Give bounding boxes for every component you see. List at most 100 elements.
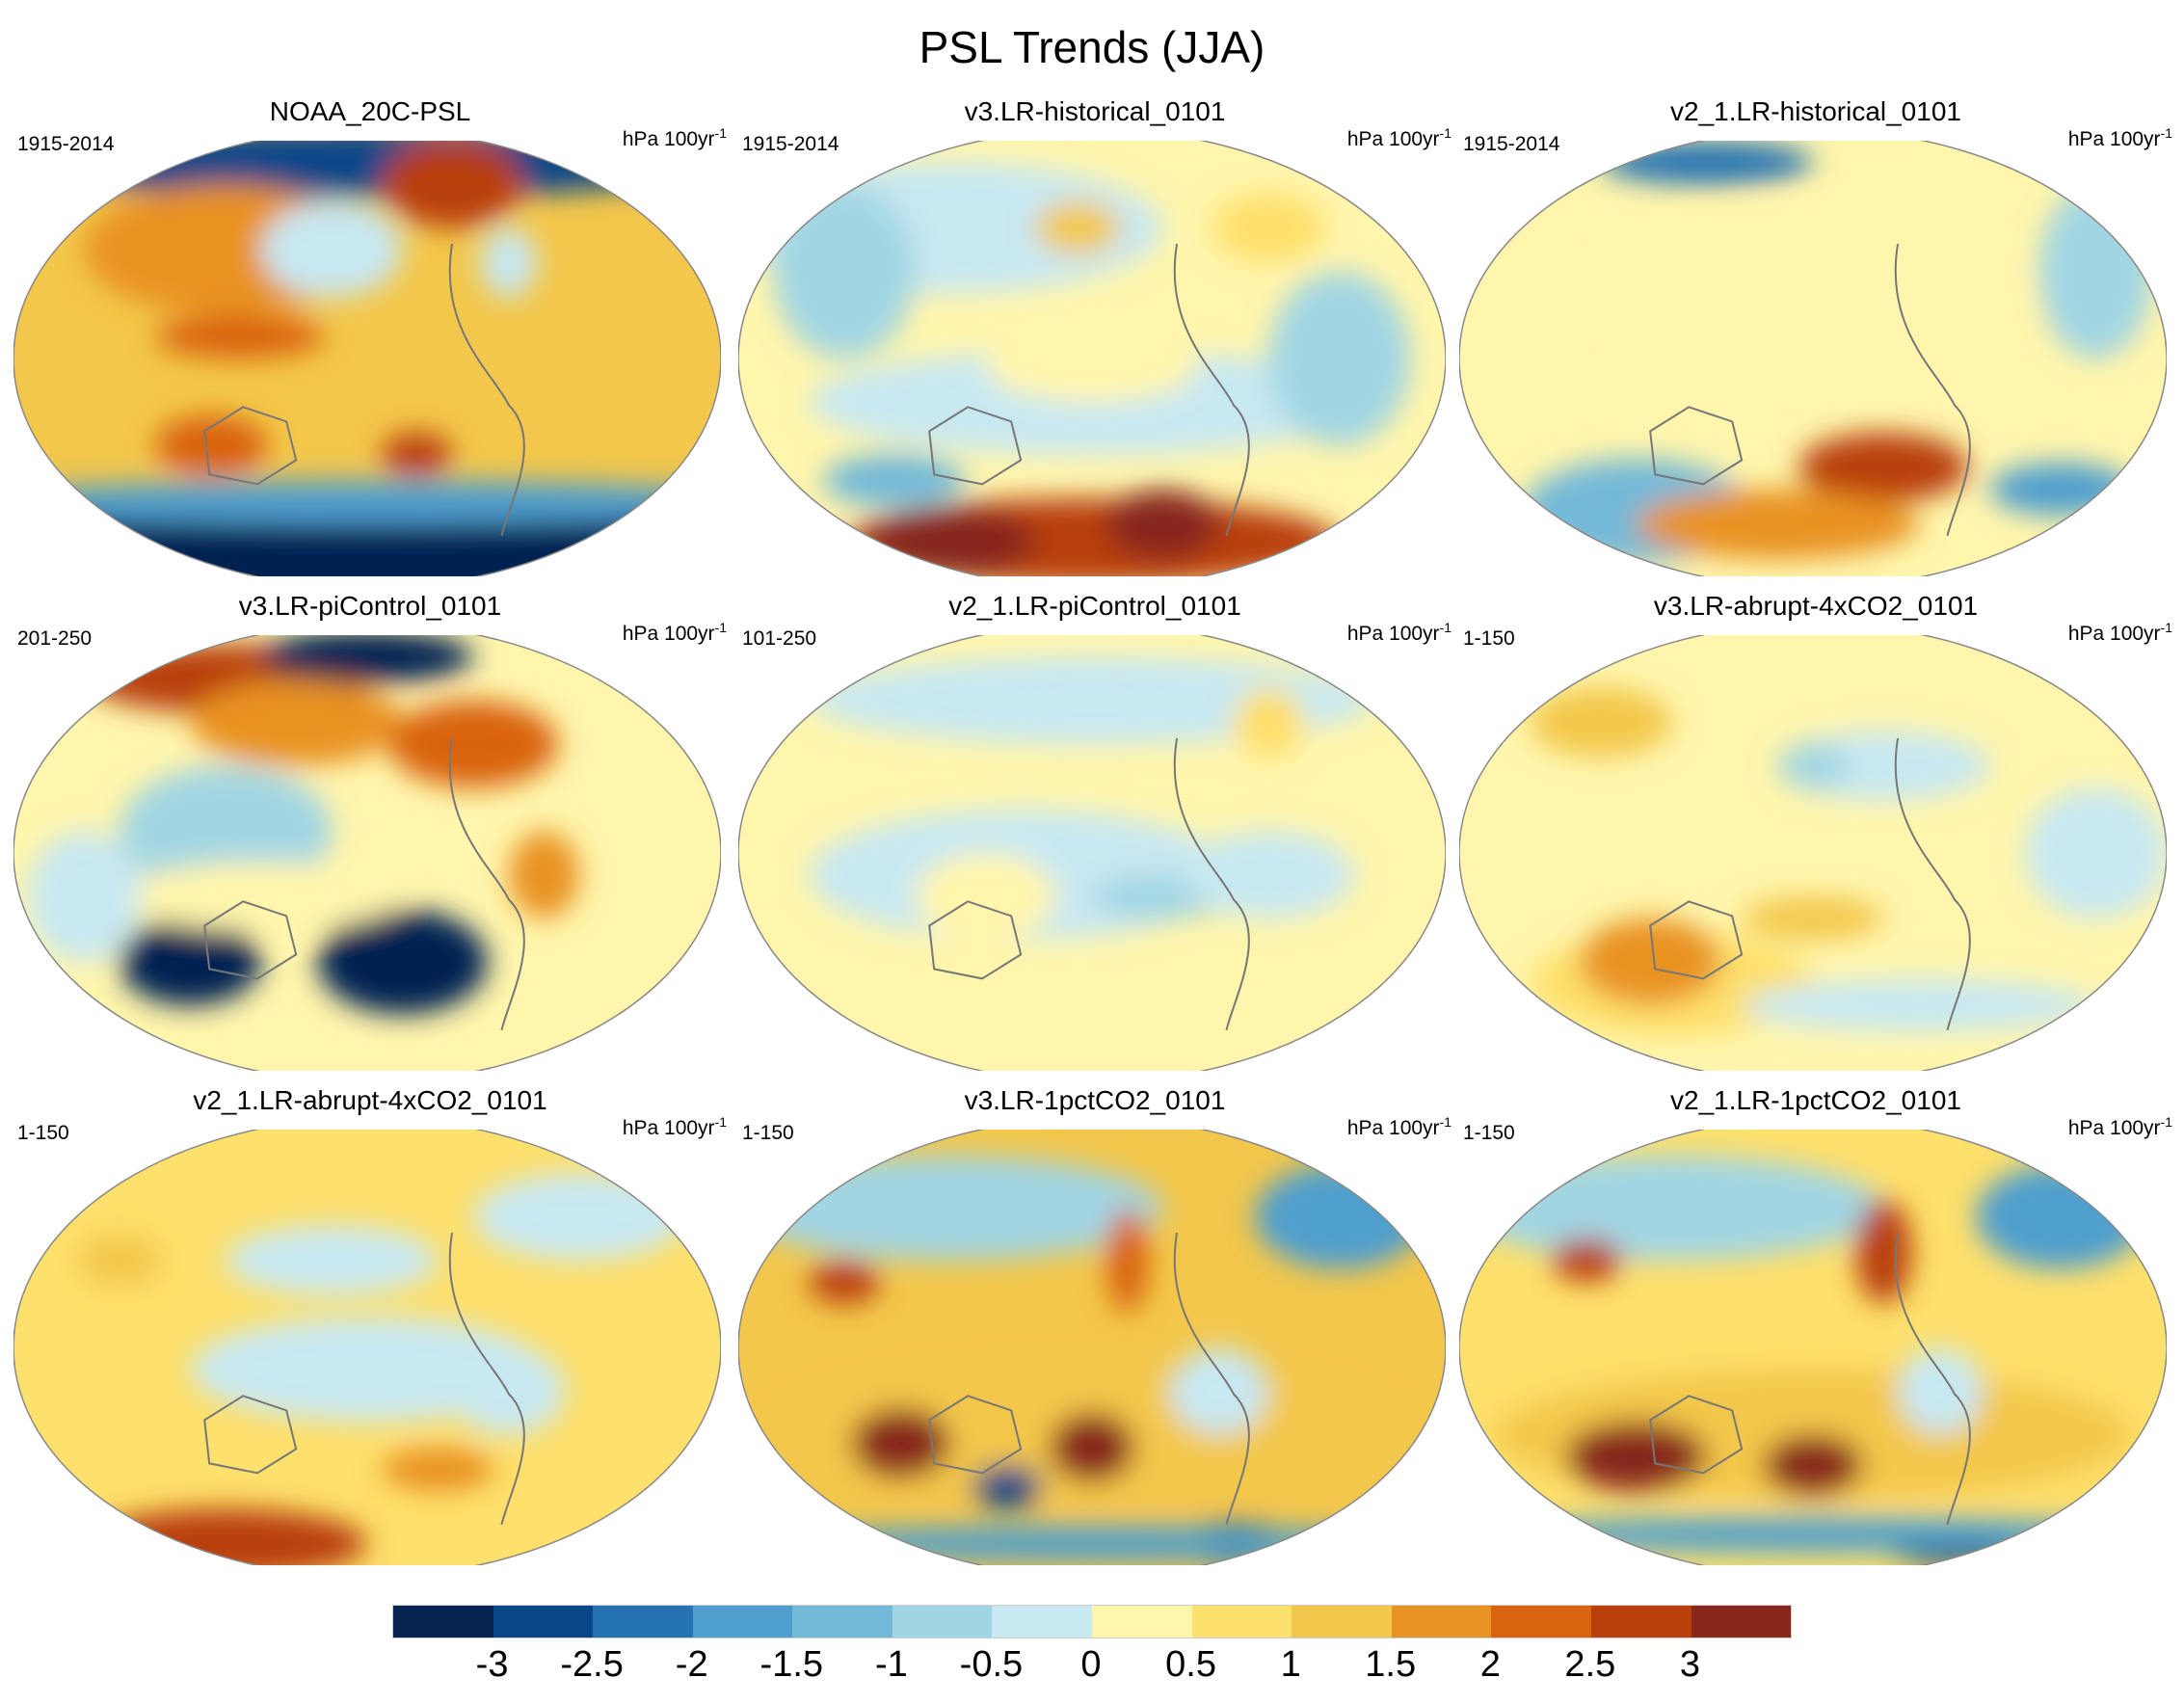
panel-title: v3.LR-abrupt-4xCO2_0101 — [1653, 591, 1979, 621]
trend-anomaly — [226, 1225, 439, 1295]
panel-units: hPa 100yr-1 — [623, 125, 727, 151]
colorbar-swatch — [493, 1606, 594, 1637]
map-panel: v2_1.LR-abrupt-4xCO2_0101 1-150 hPa 100y… — [13, 1085, 727, 1586]
units-text: hPa 100yr — [622, 128, 715, 150]
colorbar-tick-label: -1 — [874, 1644, 908, 1685]
panel-units: hPa 100yr-1 — [623, 1114, 727, 1140]
trend-anomaly — [154, 414, 269, 477]
trend-anomaly — [77, 1234, 163, 1287]
trend-anomaly — [985, 332, 1199, 403]
units-text: hPa 100yr — [1346, 623, 1440, 645]
coastline — [1173, 243, 1250, 537]
colorbar-tick-label: -2 — [675, 1644, 708, 1685]
trend-anomaly — [1579, 918, 1721, 1006]
map-panel: v3.LR-1pctCO2_0101 1-150 hPa 100yr-1 — [738, 1085, 1452, 1586]
panel-title: v2_1.LR-piControl_0101 — [948, 591, 1241, 621]
panel-period: 1915-2014 — [742, 133, 839, 155]
trend-anomaly — [2038, 184, 2153, 359]
panel-title: v2_1.LR-abrupt-4xCO2_0101 — [193, 1085, 547, 1115]
colorbar-tick-label: 2.5 — [1564, 1644, 1616, 1685]
trend-anomaly — [1989, 463, 2132, 516]
trend-map — [13, 141, 721, 576]
coastline — [1649, 1395, 1744, 1475]
trend-map — [1459, 141, 2167, 576]
trend-anomaly — [1035, 201, 1121, 254]
colorbar-swatch — [992, 1606, 1093, 1637]
panel-units: hPa 100yr-1 — [1347, 1114, 1452, 1140]
trend-anomaly — [738, 1156, 1163, 1261]
units-exponent: -1 — [1439, 620, 1452, 635]
map-panel: v2_1.LR-1pctCO2_0101 1-150 hPa 100yr-1 — [1459, 1085, 2172, 1586]
panel-units: hPa 100yr-1 — [2068, 1114, 2172, 1140]
trend-anomaly — [866, 506, 1036, 576]
colorbar-swatch — [393, 1606, 493, 1637]
trend-anomaly — [473, 1173, 686, 1261]
trend-anomaly — [1975, 1164, 2145, 1269]
coastline — [1173, 1232, 1250, 1526]
trend-anomaly — [1798, 432, 1969, 503]
trend-anomaly — [1600, 205, 2026, 381]
coastline — [928, 900, 1023, 980]
colorbar-swatch — [892, 1606, 993, 1637]
coastline — [1173, 737, 1250, 1031]
colorbar-tick-label: -3 — [475, 1644, 509, 1685]
map-panel: v3.LR-abrupt-4xCO2_0101 1-150 hPa 100yr-… — [1459, 591, 2172, 1092]
trend-anomaly — [809, 349, 1375, 455]
coastline — [1894, 243, 1971, 537]
trend-anomaly — [915, 853, 1057, 941]
coastline — [928, 406, 1023, 486]
units-exponent: -1 — [1439, 125, 1452, 141]
trend-anomaly — [260, 635, 474, 683]
units-text: hPa 100yr — [1346, 128, 1440, 150]
trend-anomaly — [1459, 1156, 1884, 1261]
trend-anomaly — [154, 314, 325, 359]
trend-anomaly — [851, 1408, 951, 1478]
units-text: hPa 100yr — [622, 1117, 715, 1139]
units-exponent: -1 — [2160, 125, 2172, 141]
panel-period: 1915-2014 — [1463, 133, 1560, 155]
trend-anomaly — [1565, 1421, 1707, 1492]
trend-anomaly — [27, 831, 142, 962]
trend-map — [13, 1130, 721, 1565]
units-exponent: -1 — [2160, 620, 2172, 635]
colorbar-swatch — [1590, 1606, 1691, 1637]
coastline — [448, 1232, 525, 1526]
panel-title: v2_1.LR-historical_0101 — [1670, 96, 1961, 126]
panel-period: 1915-2014 — [17, 133, 115, 155]
trend-anomaly — [1254, 1164, 1425, 1269]
panel-period: 1-150 — [742, 1122, 794, 1144]
coastline — [203, 406, 298, 486]
colorbar-tick-label: 1 — [1280, 1644, 1301, 1685]
colorbar-swatch — [692, 1606, 793, 1637]
trend-anomaly — [120, 918, 261, 1006]
trend-anomaly — [452, 1347, 566, 1435]
units-text: hPa 100yr — [2067, 623, 2161, 645]
figure-title: PSL Trends (JJA) — [919, 22, 1265, 72]
panel-period: 1-150 — [1463, 627, 1515, 650]
trend-map — [1459, 1130, 2167, 1565]
units-text: hPa 100yr — [1346, 1117, 1440, 1139]
colorbar-tick-label: -1.5 — [759, 1644, 824, 1685]
trend-anomaly — [1049, 1412, 1135, 1483]
map-panel: v3.LR-piControl_0101 201-250 hPa 100yr-1 — [13, 591, 727, 1092]
trend-anomaly — [1233, 687, 1305, 758]
trend-anomaly — [120, 862, 403, 932]
map-panel: v3.LR-historical_0101 1915-2014 hPa 100y… — [738, 96, 1452, 598]
panel-period: 201-250 — [17, 627, 93, 650]
colorbar-tick-label: 0 — [1080, 1644, 1102, 1685]
trend-map — [738, 635, 1446, 1071]
trend-anomaly — [1763, 1434, 1863, 1496]
panel-units: hPa 100yr-1 — [623, 620, 727, 646]
map-panel: v2_1.LR-historical_0101 1915-2014 hPa 10… — [1459, 96, 2172, 598]
units-text: hPa 100yr — [2067, 128, 2161, 150]
colorbar-swatch — [1191, 1606, 1292, 1637]
coastline — [448, 243, 525, 537]
units-text: hPa 100yr — [2067, 1117, 2161, 1139]
trend-anomaly — [1212, 193, 1326, 263]
trend-anomaly — [809, 1260, 880, 1304]
trend-anomaly — [388, 700, 559, 788]
coastline — [1894, 1232, 1971, 1526]
trend-anomaly — [1530, 687, 1672, 758]
panel-units: hPa 100yr-1 — [1347, 620, 1452, 646]
panel-title: v3.LR-1pctCO2_0101 — [964, 1085, 1226, 1115]
